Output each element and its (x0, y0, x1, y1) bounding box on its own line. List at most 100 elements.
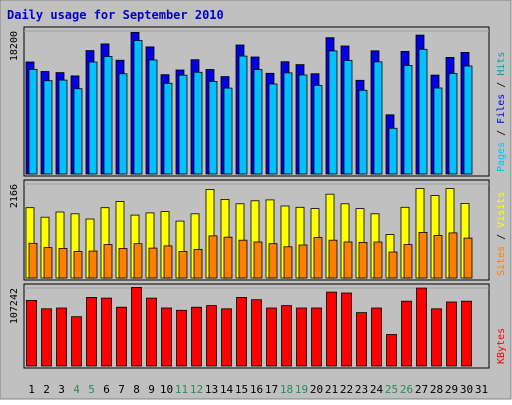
day-label-27: 27 (415, 383, 428, 396)
day-label-9: 9 (148, 383, 155, 396)
bar-sites-day-4 (74, 252, 82, 279)
legend-part: Pages (496, 142, 507, 172)
legend-part: Hits (496, 52, 507, 76)
bar-kbytes-day-11 (177, 310, 187, 366)
bar-kbytes-day-9 (147, 298, 157, 366)
legend-part: KBytes (496, 328, 507, 364)
day-label-6: 6 (103, 383, 110, 396)
bar-sites-day-21 (329, 240, 337, 278)
bar-kbytes-day-29 (447, 302, 457, 366)
panel-scale-label: 18200 (9, 31, 20, 61)
bar-sites-day-16 (254, 242, 262, 278)
day-label-28: 28 (430, 383, 443, 396)
bar-files-day-11 (179, 75, 187, 174)
bar-sites-day-15 (239, 240, 247, 278)
day-label-24: 24 (370, 383, 384, 396)
bar-sites-day-7 (119, 249, 127, 279)
day-label-30: 30 (460, 383, 473, 396)
bar-files-day-26 (404, 65, 412, 174)
day-label-22: 22 (340, 383, 353, 396)
bar-kbytes-day-21 (327, 292, 337, 366)
bar-kbytes-day-12 (192, 307, 202, 366)
day-label-1: 1 (28, 383, 35, 396)
legend-part: Files (496, 94, 507, 124)
bar-sites-day-26 (404, 245, 412, 278)
day-label-20: 20 (310, 383, 323, 396)
bar-kbytes-day-5 (87, 297, 97, 366)
panel-legend: KBytes (496, 328, 507, 364)
panel-legend: Sites / Visits (496, 192, 507, 276)
day-label-13: 13 (205, 383, 218, 396)
panels-layer: 18200Pages / Files / Hits2166Sites / Vis… (9, 27, 507, 368)
bar-sites-day-22 (344, 242, 352, 278)
bar-kbytes-day-26 (402, 301, 412, 366)
bar-sites-day-20 (314, 238, 322, 278)
panel-scale-label: 2166 (9, 184, 20, 208)
bar-kbytes-day-24 (372, 308, 382, 366)
bar-files-day-10 (164, 83, 172, 174)
bar-files-day-23 (359, 90, 367, 174)
bar-sites-day-3 (59, 249, 67, 279)
panel-3: 107242 KBytes (9, 284, 507, 368)
bar-files-day-20 (314, 85, 322, 174)
bar-kbytes-day-13 (207, 306, 217, 366)
bar-sites-day-30 (464, 238, 472, 278)
bar-kbytes-day-25 (387, 335, 397, 367)
bar-sites-day-12 (194, 249, 202, 278)
bar-sites-day-25 (389, 252, 397, 278)
legend-part: / (496, 228, 507, 246)
bar-sites-day-29 (449, 233, 457, 278)
bar-files-day-18 (284, 73, 292, 174)
day-label-29: 29 (445, 383, 458, 396)
day-label-16: 16 (250, 383, 263, 396)
bar-sites-day-24 (374, 242, 382, 278)
bar-kbytes-day-14 (222, 309, 232, 366)
day-label-26: 26 (400, 383, 413, 396)
bar-files-day-6 (104, 57, 112, 175)
day-label-10: 10 (160, 383, 173, 396)
day-label-15: 15 (235, 383, 248, 396)
day-label-31: 31 (475, 383, 488, 396)
bar-sites-day-17 (269, 244, 277, 278)
bar-sites-day-5 (89, 251, 97, 278)
bar-files-day-9 (149, 60, 157, 174)
bar-kbytes-day-6 (102, 298, 112, 366)
day-label-5: 5 (88, 383, 95, 396)
bar-files-day-19 (299, 75, 307, 174)
bar-kbytes-day-15 (237, 297, 247, 366)
bar-sites-day-14 (224, 237, 232, 278)
bar-files-day-30 (464, 66, 472, 174)
bar-kbytes-day-18 (282, 306, 292, 366)
day-label-8: 8 (133, 383, 140, 396)
bar-files-day-4 (74, 89, 82, 174)
panel-scale-label: 107242 (9, 288, 20, 324)
bar-kbytes-day-20 (312, 308, 322, 366)
bar-files-day-7 (119, 74, 127, 174)
bar-files-day-27 (419, 49, 427, 174)
bar-files-day-12 (194, 72, 202, 174)
bar-files-day-13 (209, 81, 217, 174)
day-label-23: 23 (355, 383, 368, 396)
day-label-3: 3 (58, 383, 65, 396)
bar-files-day-16 (254, 70, 262, 174)
bar-files-day-29 (449, 74, 457, 175)
bar-files-day-1 (29, 69, 37, 174)
bar-kbytes-day-3 (57, 308, 67, 366)
chart-title: Daily usage for September 2010 (7, 8, 224, 22)
day-label-19: 19 (295, 383, 308, 396)
day-label-11: 11 (175, 383, 188, 396)
bar-kbytes-day-4 (72, 317, 82, 366)
bar-sites-day-19 (299, 245, 307, 278)
bar-files-day-22 (344, 61, 352, 175)
bar-sites-day-27 (419, 232, 427, 278)
day-label-21: 21 (325, 383, 338, 396)
day-label-7: 7 (118, 383, 125, 396)
bar-kbytes-day-17 (267, 308, 277, 366)
bar-sites-day-13 (209, 236, 217, 278)
day-label-25: 25 (385, 383, 398, 396)
bar-sites-day-10 (164, 246, 172, 278)
day-label-17: 17 (265, 383, 278, 396)
panel-1: 18200 Pages / Files / Hits (9, 27, 507, 176)
